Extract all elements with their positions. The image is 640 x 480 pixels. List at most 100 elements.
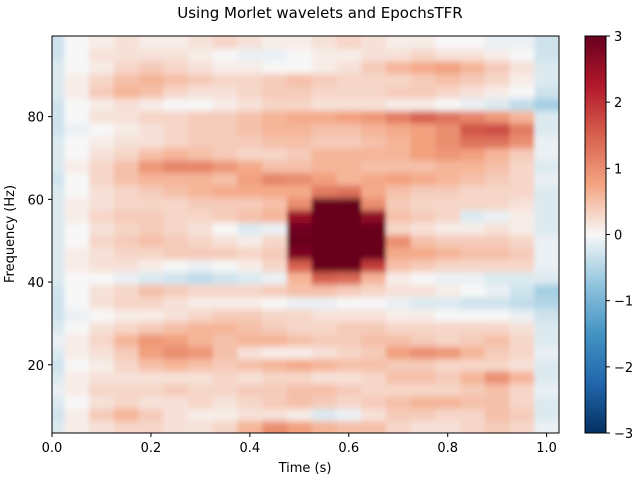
heatmap-cell [435,85,461,99]
heatmap-cell [509,172,535,186]
heatmap-cell [336,246,362,260]
heatmap-cell [460,271,486,285]
heatmap-cell [52,48,65,62]
heatmap-cell [385,296,412,310]
heatmap-cell [460,147,486,161]
heatmap-cell [385,110,412,124]
heatmap-cell [286,308,313,322]
heatmap-cell [163,209,189,223]
heatmap-cell [89,321,115,335]
heatmap-cell [64,73,90,87]
heatmap-cell [385,122,412,136]
heatmap-cell [534,383,559,397]
heatmap-cell [262,271,288,285]
heatmap-cell [212,234,239,248]
heatmap-cell [534,160,559,174]
heatmap-cell [262,172,288,186]
heatmap-cell [188,110,214,124]
heatmap-cell [311,147,338,161]
heatmap-cell [336,135,362,149]
heatmap-cell [311,184,338,198]
heatmap-cell [410,85,436,99]
heatmap-cell [311,222,338,236]
heatmap-cell [484,172,511,186]
heatmap-cell [52,271,65,285]
heatmap-cell [212,110,239,124]
heatmap-cell [188,246,214,260]
heatmap-cell [336,73,362,87]
heatmap-cell [311,160,338,174]
heatmap-cell [89,259,115,273]
heatmap-cell [435,184,461,198]
heatmap-cell [509,308,535,322]
heatmap-cell [311,234,338,248]
heatmap-cell [262,48,288,62]
heatmap-cell [237,395,263,409]
heatmap-cell [534,110,559,124]
heatmap-cell [262,296,288,310]
heatmap-cell [52,73,65,87]
heatmap-cell [286,98,313,112]
heatmap-cell [89,48,115,62]
heatmap-cell [237,184,263,198]
heatmap-cell [311,122,338,136]
heatmap-cell [410,110,436,124]
heatmap-cell [311,110,338,124]
heatmap-cell [163,284,189,298]
heatmap-cell [311,358,338,372]
heatmap-cell [64,48,90,62]
heatmap-cell [460,135,486,149]
heatmap-cell [509,48,535,62]
heatmap-cell [52,110,65,124]
heatmap-cell [509,333,535,347]
x-tick-label: 0.6 [338,441,359,456]
heatmap-cell [237,85,263,99]
heatmap-cell [410,346,436,360]
heatmap-cell [311,172,338,186]
heatmap-area [52,36,559,433]
heatmap-cell [435,73,461,87]
heatmap-cell [212,60,239,74]
heatmap-cell [484,395,511,409]
heatmap-cell [188,370,214,384]
heatmap-cell [237,172,263,186]
heatmap-cell [361,284,387,298]
heatmap-cell [163,346,189,360]
heatmap-cell [460,209,486,223]
heatmap-cell [385,259,412,273]
heatmap-cell [113,383,140,397]
heatmap-cell [64,135,90,149]
heatmap-cell [460,73,486,87]
heatmap-cell [52,358,65,372]
heatmap-cell [52,420,65,433]
heatmap-cell [509,358,535,372]
heatmap-cell [509,321,535,335]
heatmap-cell [385,48,412,62]
heatmap-cell [163,308,189,322]
heatmap-cell [188,284,214,298]
heatmap-cell [52,98,65,112]
heatmap-cell [138,60,164,74]
heatmap-cell [212,333,239,347]
heatmap-cell [64,395,90,409]
heatmap-cell [212,308,239,322]
heatmap-cell [311,308,338,322]
heatmap-cell [237,296,263,310]
heatmap-cell [113,234,140,248]
heatmap-cell [52,259,65,273]
heatmap-cell [138,147,164,161]
heatmap-cell [460,296,486,310]
heatmap-cell [361,209,387,223]
heatmap-cell [460,383,486,397]
heatmap-cell [336,110,362,124]
heatmap-cell [188,271,214,285]
heatmap-cell [64,110,90,124]
heatmap-cell [534,346,559,360]
heatmap-cell [138,48,164,62]
heatmap-cell [410,48,436,62]
heatmap-cell [509,135,535,149]
heatmap-cell [64,296,90,310]
heatmap-cell [286,122,313,136]
heatmap-cell [435,420,461,433]
